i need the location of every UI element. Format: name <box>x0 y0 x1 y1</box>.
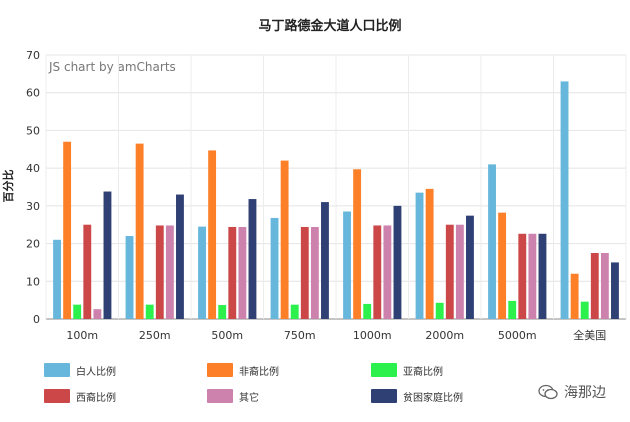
legend-item: 西裔比例 <box>44 386 116 406</box>
bar-1-4 <box>270 217 279 319</box>
bar-4-8 <box>590 253 599 319</box>
y-tick-label: 40 <box>26 162 40 175</box>
bar-4-7 <box>518 233 527 319</box>
x-tick-label: 250m <box>139 329 171 342</box>
legend-item: 亚裔比例 <box>371 360 443 380</box>
x-axis-ticks: 100m 250m 500m 750m 1000m 2000m 5000m 全美国 <box>66 328 606 342</box>
bar-2-3 <box>208 150 217 319</box>
legend-label: 亚裔比例 <box>403 366 443 378</box>
legend-swatch <box>371 363 397 377</box>
y-tick-label: 60 <box>26 87 40 100</box>
bar-6-2 <box>176 194 184 319</box>
bar-3-7 <box>508 300 517 319</box>
bar-1-8 <box>560 81 569 320</box>
wechat-icon <box>538 384 558 400</box>
x-tick-label: 100m <box>66 329 98 342</box>
bar-3-6 <box>435 302 444 319</box>
bar-4-6 <box>445 224 454 319</box>
bar-6-6 <box>466 215 474 319</box>
legend-swatch <box>207 363 233 377</box>
bar-2-2 <box>135 143 144 319</box>
bar-2-7 <box>498 212 507 319</box>
y-tick-label: 50 <box>26 124 40 137</box>
y-tick-label: 30 <box>26 200 40 213</box>
bar-5-2 <box>165 225 174 319</box>
bar-6-5 <box>393 205 402 319</box>
legend-swatch <box>44 363 70 377</box>
x-tick-label: 500m <box>211 329 243 342</box>
y-axis-label: 百分比 <box>1 170 15 203</box>
x-tick-label: 5000m <box>498 329 537 342</box>
grid-lines <box>45 54 627 320</box>
bar-6-4 <box>321 202 329 319</box>
legend-swatch <box>44 389 70 403</box>
credit-text: JS chart by amCharts <box>48 60 176 74</box>
x-tick-label: 1000m <box>353 329 392 342</box>
legend-swatch <box>371 389 397 403</box>
y-tick-label: 0 <box>33 313 40 326</box>
bar-2-5 <box>353 169 362 319</box>
legend-item: 其它 <box>207 386 259 406</box>
y-tick-label: 10 <box>26 275 40 288</box>
bar-5-1 <box>93 309 102 319</box>
bar-5-4 <box>310 226 319 319</box>
bar-1-5 <box>343 211 351 319</box>
bar-6-8 <box>611 262 619 319</box>
bar-1-3 <box>198 226 206 319</box>
bar-3-2 <box>145 304 154 319</box>
watermark-text: 海那边 <box>564 385 606 401</box>
bar-5-3 <box>238 226 247 319</box>
watermark: 海那边 <box>538 382 606 402</box>
bar-4-2 <box>155 225 164 319</box>
bar-4-1 <box>83 224 92 319</box>
bar-2-8 <box>570 273 579 319</box>
bar-6-7 <box>538 233 547 319</box>
bar-3-4 <box>290 304 299 319</box>
legend-label: 白人比例 <box>76 366 116 378</box>
x-tick-label: 全美国 <box>573 328 606 342</box>
bar-3-8 <box>580 301 589 319</box>
y-axis-ticks: 0 10 20 30 40 50 60 70 <box>26 49 40 326</box>
x-tick-label: 2000m <box>425 329 464 342</box>
bar-2-4 <box>280 160 289 319</box>
legend-item: 非裔比例 <box>207 360 279 380</box>
chart-title: 马丁路德金大道人口比例 <box>258 18 401 34</box>
bar-3-1 <box>73 304 82 319</box>
legend-label: 非裔比例 <box>239 366 279 378</box>
legend-label: 西裔比例 <box>76 392 116 404</box>
bar-5-8 <box>600 253 609 319</box>
bar-1-6 <box>415 192 424 319</box>
y-tick-label: 20 <box>26 238 40 251</box>
legend-swatch <box>207 389 233 403</box>
legend-item: 贫困家庭比例 <box>371 386 463 406</box>
bar-5-5 <box>383 225 392 319</box>
x-tick-label: 750m <box>284 329 316 342</box>
bar-3-3 <box>218 305 227 319</box>
legend-label: 其它 <box>239 392 259 404</box>
legend-label: 贫困家庭比例 <box>403 392 463 404</box>
bar-6-3 <box>248 199 257 319</box>
bar-chart: 马丁路德金大道人口比例 JS chart by amCharts 百分比 0 10… <box>1 18 627 342</box>
legend-item: 白人比例 <box>44 360 116 380</box>
bar-4-3 <box>228 226 237 319</box>
bar-1-2 <box>125 236 134 319</box>
y-tick-label: 70 <box>26 49 40 62</box>
bar-3-5 <box>363 303 372 319</box>
bar-4-4 <box>300 226 309 319</box>
bar-5-7 <box>528 233 537 319</box>
bars <box>53 81 619 320</box>
bar-5-6 <box>455 224 464 319</box>
bar-2-6 <box>425 188 434 319</box>
bar-1-1 <box>53 239 61 319</box>
bar-4-5 <box>373 225 382 319</box>
bar-1-7 <box>488 164 496 319</box>
bar-2-1 <box>63 141 72 319</box>
bar-6-1 <box>103 191 112 319</box>
